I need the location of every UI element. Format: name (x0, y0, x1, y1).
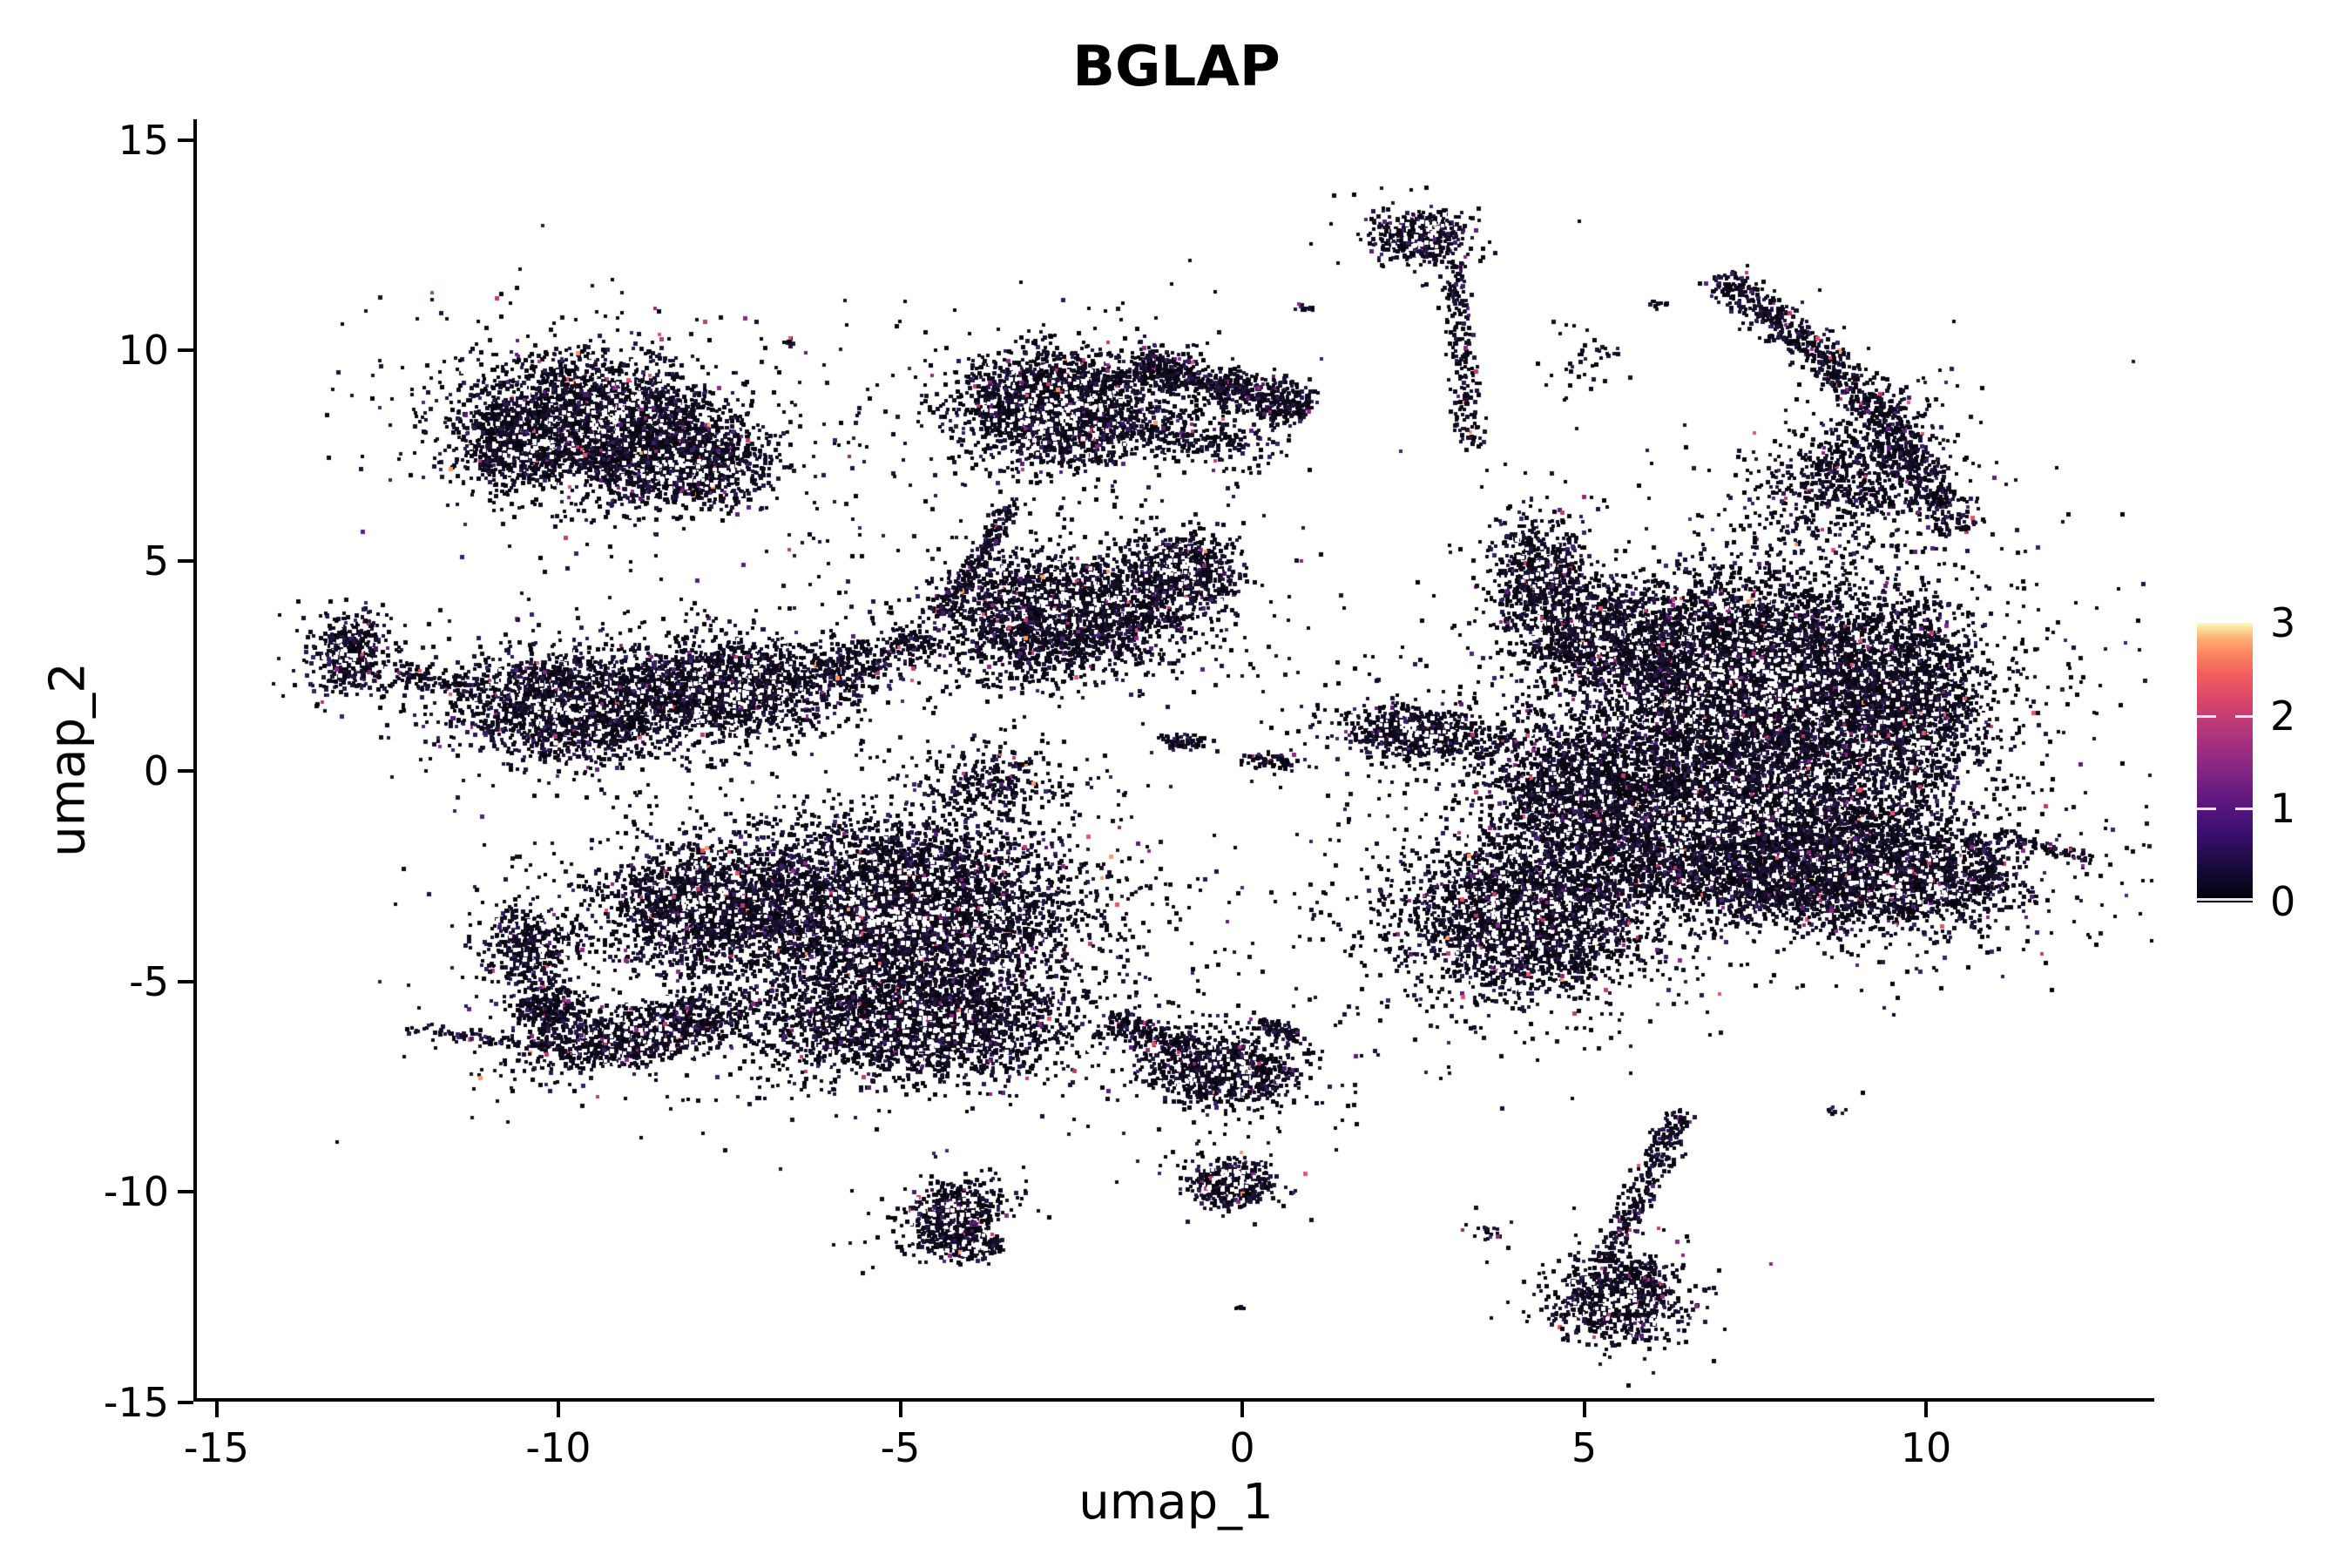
y-tick-label: 5 (143, 537, 169, 585)
colorbar-tick-mark (2235, 714, 2253, 718)
colorbar-tick-mark (2235, 808, 2253, 811)
x-tick-mark (1582, 1402, 1586, 1417)
colorbar-tick-mark (2197, 898, 2253, 901)
plot-title: BGLAP (1072, 35, 1281, 99)
y-tick-mark (178, 1400, 193, 1404)
y-tick-label: -5 (129, 957, 169, 1005)
colorbar-gradient (2197, 623, 2253, 902)
colorbar-tick-label: 1 (2270, 785, 2296, 833)
colorbar-tick-label: 3 (2270, 598, 2296, 646)
y-tick-mark (178, 348, 193, 352)
y-tick-mark (178, 1190, 193, 1193)
colorbar-tick-mark (2197, 808, 2216, 811)
x-tick-mark (898, 1402, 902, 1417)
colorbar-tick-mark (2197, 714, 2216, 718)
y-tick-mark (178, 558, 193, 563)
y-tick-label: 10 (118, 327, 169, 374)
x-axis-line (193, 1398, 2154, 1402)
x-tick-label: 0 (1229, 1424, 1255, 1471)
y-axis-line (193, 119, 197, 1402)
y-tick-label: 15 (118, 116, 169, 164)
x-tick-label: 10 (1900, 1424, 1952, 1471)
y-axis-label: umap_2 (39, 662, 97, 857)
colorbar-tick-label: 2 (2270, 692, 2296, 740)
y-tick-mark (178, 979, 193, 983)
y-tick-mark (178, 769, 193, 773)
x-tick-mark (557, 1402, 560, 1417)
y-tick-label: 0 (143, 747, 169, 794)
y-tick-label: -15 (103, 1378, 169, 1426)
x-tick-label: -15 (183, 1424, 250, 1471)
x-tick-label: 5 (1571, 1424, 1598, 1471)
y-tick-mark (178, 138, 193, 142)
x-tick-label: -10 (525, 1424, 591, 1471)
x-tick-mark (1924, 1402, 1928, 1417)
x-axis-label: umap_1 (1078, 1474, 1274, 1531)
x-tick-mark (214, 1402, 219, 1417)
colorbar-tick-label: 0 (2270, 878, 2296, 925)
y-tick-label: -10 (103, 1168, 169, 1215)
x-tick-label: -5 (880, 1424, 921, 1471)
x-tick-mark (1240, 1402, 1244, 1417)
